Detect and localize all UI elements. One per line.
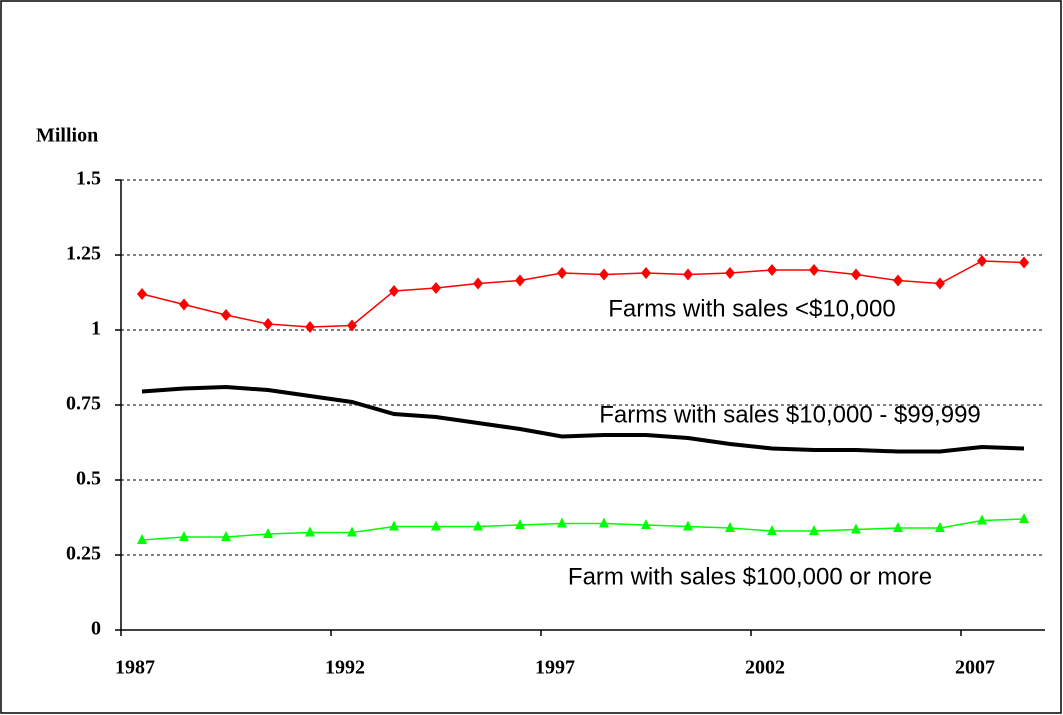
marker xyxy=(473,520,483,531)
marker xyxy=(263,318,273,330)
x-tick-label: 2007 xyxy=(955,657,995,679)
marker xyxy=(935,522,945,532)
y-tick-label: 0.5 xyxy=(76,468,101,490)
marker xyxy=(179,531,189,541)
marker xyxy=(263,528,273,538)
x-tick-label: 1997 xyxy=(535,657,575,679)
marker xyxy=(305,526,315,537)
marker xyxy=(221,309,231,321)
marker xyxy=(557,517,567,528)
marker xyxy=(1019,513,1029,523)
y-tick-label: 1.5 xyxy=(76,168,101,190)
marker xyxy=(137,534,147,544)
marker xyxy=(515,519,525,529)
series-label: Farms with sales <$10,000 xyxy=(608,295,895,322)
marker xyxy=(809,525,819,535)
y-tick-label: 1.25 xyxy=(66,243,101,265)
marker xyxy=(725,522,735,532)
marker xyxy=(851,523,861,534)
x-tick-label: 1987 xyxy=(115,657,155,679)
series-line xyxy=(141,518,1025,541)
y-tick-label: 0 xyxy=(91,618,101,640)
marker xyxy=(599,517,609,528)
marker xyxy=(1019,256,1029,269)
series-line xyxy=(141,260,1025,328)
marker xyxy=(221,531,231,541)
marker xyxy=(767,264,777,276)
marker xyxy=(893,522,903,532)
marker xyxy=(809,264,819,276)
marker xyxy=(683,520,693,531)
marker xyxy=(389,520,399,531)
marker xyxy=(725,267,735,279)
y-tick-label: 0.25 xyxy=(66,543,101,565)
series-line xyxy=(141,384,1025,454)
series-label: Farms with sales $10,000 - $99,999 xyxy=(599,401,981,428)
marker xyxy=(893,274,903,287)
series-label: Farm with sales $100,000 or more xyxy=(568,563,932,590)
marker xyxy=(389,285,399,297)
marker xyxy=(977,255,987,267)
marker xyxy=(557,267,567,279)
marker xyxy=(137,288,147,300)
x-tick-label: 1992 xyxy=(325,657,365,679)
marker xyxy=(641,519,651,529)
marker xyxy=(347,319,357,332)
marker xyxy=(935,277,945,290)
x-tick-label: 2002 xyxy=(745,657,785,679)
marker xyxy=(305,321,315,333)
marker xyxy=(641,267,651,279)
marker xyxy=(515,274,525,287)
marker xyxy=(179,298,189,311)
marker xyxy=(977,514,987,525)
marker xyxy=(473,277,483,290)
marker xyxy=(431,520,441,531)
marker xyxy=(767,525,777,535)
marker xyxy=(599,268,609,281)
y-axis-label: Million xyxy=(36,125,98,147)
y-tick-label: 1 xyxy=(91,318,101,340)
marker xyxy=(431,282,441,294)
y-tick-label: 0.75 xyxy=(66,393,101,415)
marker xyxy=(683,268,693,281)
marker xyxy=(851,268,861,281)
marker xyxy=(347,526,357,537)
